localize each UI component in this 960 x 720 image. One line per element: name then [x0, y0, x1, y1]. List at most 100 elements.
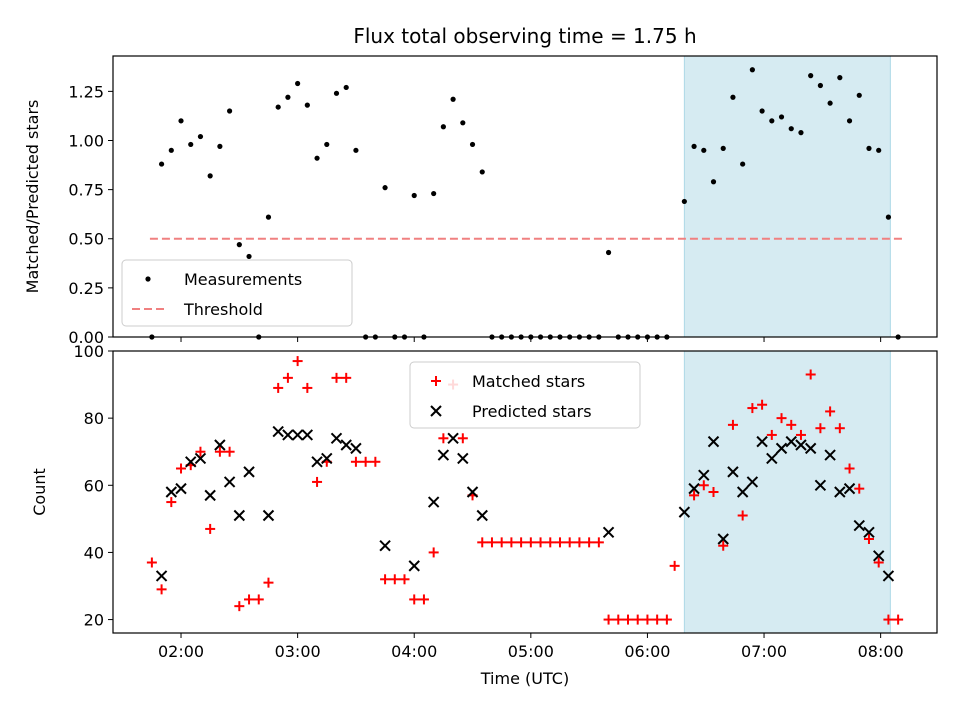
matched-point — [893, 614, 904, 625]
predicted-point — [466, 486, 479, 498]
predicted-point — [795, 439, 807, 451]
x-stroke-b — [466, 486, 479, 498]
x-stroke-b — [437, 449, 450, 461]
x-stroke-b — [194, 452, 207, 465]
matched-point — [389, 574, 400, 585]
ratio-panel: 0.00 0.25 0.50 0.75 1.00 1.25 Matched/Predicte… — [23, 55, 938, 347]
y-tick-label: 100 — [73, 342, 104, 361]
x-stroke-b — [408, 560, 420, 572]
x-stroke-b — [282, 429, 294, 441]
matched-point — [708, 487, 719, 497]
y-axis-label: Count — [30, 468, 49, 516]
x-tick-label: 08:00 — [858, 642, 904, 661]
matched-point — [642, 614, 653, 625]
data-point — [275, 104, 281, 110]
predicted-point — [804, 442, 817, 455]
x-stroke-b — [727, 466, 739, 478]
x-axis-label: Time (UTC) — [480, 669, 569, 688]
predicted-point — [678, 506, 691, 518]
predicted-point — [746, 476, 759, 488]
legend-box — [121, 259, 353, 327]
x-stroke-b — [746, 476, 759, 488]
predicted-point — [204, 489, 216, 502]
matched-point — [776, 413, 787, 424]
data-point — [817, 82, 823, 89]
y-tick-label: 20 — [84, 611, 104, 630]
matched-point — [661, 614, 672, 625]
y-tick-label: 80 — [84, 409, 104, 428]
x-stroke-b — [804, 442, 817, 455]
y-tick-label: 0.00 — [68, 328, 104, 347]
x-tick-label: 07:00 — [741, 642, 787, 661]
matched-point — [166, 497, 177, 508]
data-point — [236, 242, 242, 248]
predicted-point — [834, 486, 846, 498]
x-stroke-b — [736, 486, 749, 498]
data-point — [710, 179, 717, 185]
x-stroke-b — [330, 432, 343, 444]
data-point — [246, 253, 252, 260]
x-stroke-b — [824, 449, 836, 461]
matched-point — [438, 433, 449, 444]
x-tick-label: 04:00 — [391, 642, 437, 661]
matched-point — [834, 423, 845, 434]
matched-point — [652, 614, 663, 625]
data-point — [740, 161, 746, 167]
x-stroke-b — [766, 452, 778, 465]
matched-point — [457, 433, 468, 444]
matched-point — [428, 547, 439, 558]
matched-point — [273, 382, 284, 393]
x-stroke-b — [834, 486, 846, 498]
matched-point — [825, 406, 836, 417]
matched-point — [496, 537, 507, 548]
matched-point — [486, 537, 497, 548]
data-point — [324, 141, 330, 148]
predicted-point — [688, 482, 700, 495]
matched-point — [418, 594, 429, 605]
predicted-point — [863, 526, 875, 538]
predicted-point — [165, 486, 178, 498]
predicted-point — [824, 449, 836, 461]
series-predicted-stars — [155, 425, 895, 582]
predicted-point — [736, 486, 749, 498]
y-tick-label: 40 — [84, 543, 104, 562]
predicted-point — [427, 496, 440, 508]
data-point — [846, 118, 853, 124]
data-point — [827, 100, 833, 106]
x-stroke-b — [430, 405, 442, 417]
matched-point — [632, 614, 643, 625]
predicted-point — [602, 526, 615, 538]
predicted-point — [775, 442, 788, 455]
legend: Matched stars Predicted stars — [409, 361, 641, 429]
y-axis-label: Matched/Predicted stars — [23, 100, 42, 294]
data-point — [759, 108, 765, 114]
matched-point — [863, 534, 874, 544]
data-point — [304, 102, 310, 108]
data-point — [808, 73, 814, 79]
x-stroke-b — [291, 429, 304, 441]
predicted-point — [155, 570, 168, 582]
matched-point — [805, 369, 816, 380]
legend-marker — [431, 376, 441, 386]
data-point — [188, 141, 194, 148]
data-point — [440, 124, 446, 130]
data-point — [450, 96, 456, 102]
x-stroke-b — [311, 456, 323, 468]
matched-point — [516, 537, 527, 548]
predicted-point — [698, 469, 710, 481]
data-point — [798, 130, 804, 136]
predicted-point — [843, 482, 856, 495]
predicted-point — [727, 466, 739, 478]
x-stroke-b — [882, 570, 895, 582]
matched-point — [574, 537, 585, 548]
data-layer — [146, 356, 904, 625]
chart-title: Flux total observing time = 1.75 h — [353, 24, 696, 48]
x-stroke-b — [155, 570, 168, 582]
matched-point — [176, 463, 187, 474]
y-tick-label: 1.25 — [68, 82, 104, 101]
data-point — [691, 143, 697, 149]
data-point — [769, 118, 775, 124]
predicted-point — [872, 550, 885, 562]
x-stroke-b — [350, 442, 362, 455]
data-point — [314, 155, 320, 161]
